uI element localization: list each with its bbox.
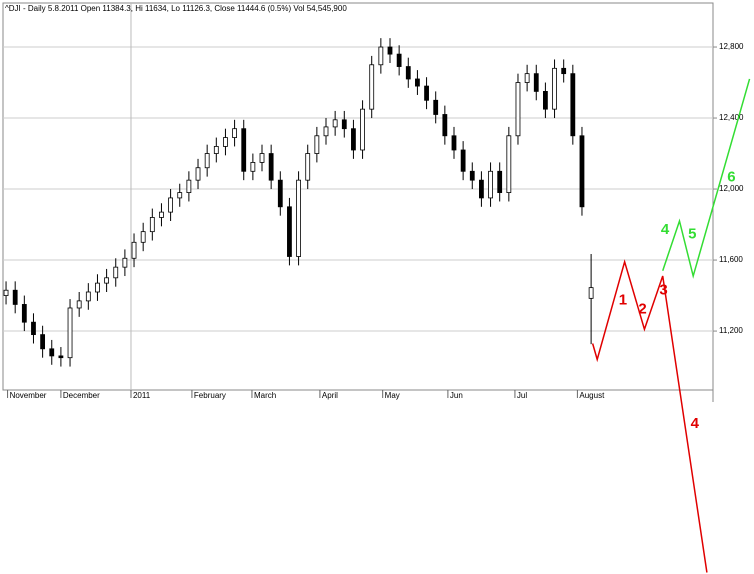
candle-body bbox=[451, 135, 457, 151]
candle-body bbox=[570, 73, 576, 137]
candle-body bbox=[442, 114, 448, 137]
candle-body bbox=[241, 128, 247, 172]
candle-body bbox=[506, 135, 512, 193]
wave-label: 5 bbox=[688, 225, 696, 242]
candle-body bbox=[31, 321, 36, 336]
candle-body bbox=[378, 46, 384, 66]
candle-body bbox=[360, 108, 365, 151]
candle-body bbox=[369, 64, 375, 110]
candle-body bbox=[213, 146, 219, 154]
candle-body bbox=[433, 99, 439, 115]
wave-label: 4 bbox=[661, 221, 670, 238]
candle-body bbox=[223, 137, 228, 147]
x-tick-label: August bbox=[579, 391, 605, 400]
candle-body bbox=[268, 153, 274, 181]
x-tick-label: December bbox=[63, 391, 100, 400]
candle-body bbox=[168, 197, 173, 213]
candle-body bbox=[579, 135, 585, 208]
wave-label: 1 bbox=[619, 292, 627, 309]
candle-body bbox=[424, 85, 429, 101]
candle-body bbox=[250, 162, 256, 172]
plot-frame bbox=[2, 2, 714, 391]
candle-body bbox=[131, 241, 137, 259]
candle-body bbox=[232, 128, 237, 138]
candle-body bbox=[95, 282, 100, 293]
candle-body bbox=[460, 149, 466, 172]
candle-body bbox=[277, 179, 283, 208]
candle-body bbox=[186, 179, 192, 193]
candle-body bbox=[341, 119, 347, 130]
chart-title: ^DJI - Daily 5.8.2011 Open 11384.3, Hi 1… bbox=[5, 4, 347, 13]
x-tick-label: February bbox=[194, 391, 226, 400]
candle-body bbox=[122, 257, 128, 268]
candle-body bbox=[49, 348, 55, 357]
candle-body bbox=[469, 170, 475, 181]
x-tick-label: 2011 bbox=[133, 391, 151, 400]
candle-body bbox=[351, 128, 356, 151]
candle-body bbox=[387, 46, 393, 55]
candle-body bbox=[177, 192, 183, 199]
x-tick-label: Jul bbox=[517, 391, 527, 400]
candle-body bbox=[195, 167, 201, 181]
candle-body bbox=[140, 231, 146, 243]
x-tick-label: March bbox=[254, 391, 276, 400]
projection-line bbox=[662, 78, 751, 279]
candle-body bbox=[415, 78, 420, 87]
candle-body bbox=[552, 67, 557, 110]
candle-body bbox=[497, 170, 503, 193]
candle-body bbox=[588, 287, 594, 299]
candle-body bbox=[67, 307, 73, 359]
candle-body bbox=[543, 91, 548, 110]
y-tick-label: 12,000 bbox=[719, 184, 744, 193]
candle-body bbox=[561, 67, 567, 75]
x-tick-label: Jun bbox=[450, 391, 463, 400]
candle-body bbox=[396, 53, 402, 67]
candle-body bbox=[3, 289, 9, 296]
x-tick-label: May bbox=[385, 391, 400, 400]
candle-body bbox=[40, 334, 46, 350]
candle-body bbox=[323, 126, 329, 137]
candle-body bbox=[85, 291, 91, 302]
candle-body bbox=[405, 66, 411, 80]
wave-label: 4 bbox=[691, 415, 700, 432]
candle-body bbox=[314, 135, 320, 154]
y-tick-label: 11,600 bbox=[719, 255, 743, 264]
candle-body bbox=[58, 355, 64, 359]
x-tick-label: November bbox=[10, 391, 47, 400]
candle-body bbox=[21, 304, 27, 323]
candle-body bbox=[287, 206, 292, 257]
candle-body bbox=[104, 277, 110, 284]
candle-body bbox=[533, 73, 539, 92]
candle-body bbox=[488, 170, 493, 199]
candle-body bbox=[76, 300, 82, 309]
candle-body bbox=[305, 153, 311, 181]
candle-body bbox=[159, 211, 164, 218]
wave-label: 2 bbox=[638, 301, 646, 318]
candle-body bbox=[149, 217, 155, 233]
y-tick-label: 12,400 bbox=[719, 113, 744, 122]
candle-body bbox=[524, 73, 530, 83]
y-tick-label: 11,200 bbox=[719, 326, 743, 335]
candle-body bbox=[259, 153, 265, 163]
candle-body bbox=[332, 119, 338, 128]
candle-body bbox=[204, 153, 210, 169]
wave-label: 6 bbox=[727, 168, 735, 185]
y-tick-label: 12,800 bbox=[719, 42, 744, 51]
candle-body bbox=[515, 82, 521, 137]
wave-label: 3 bbox=[659, 282, 667, 299]
projection-line bbox=[591, 259, 708, 573]
candle-body bbox=[296, 179, 301, 257]
x-tick-label: April bbox=[322, 391, 338, 400]
candle-body bbox=[479, 179, 484, 199]
candle-body bbox=[12, 289, 18, 305]
candle-body bbox=[113, 266, 119, 279]
